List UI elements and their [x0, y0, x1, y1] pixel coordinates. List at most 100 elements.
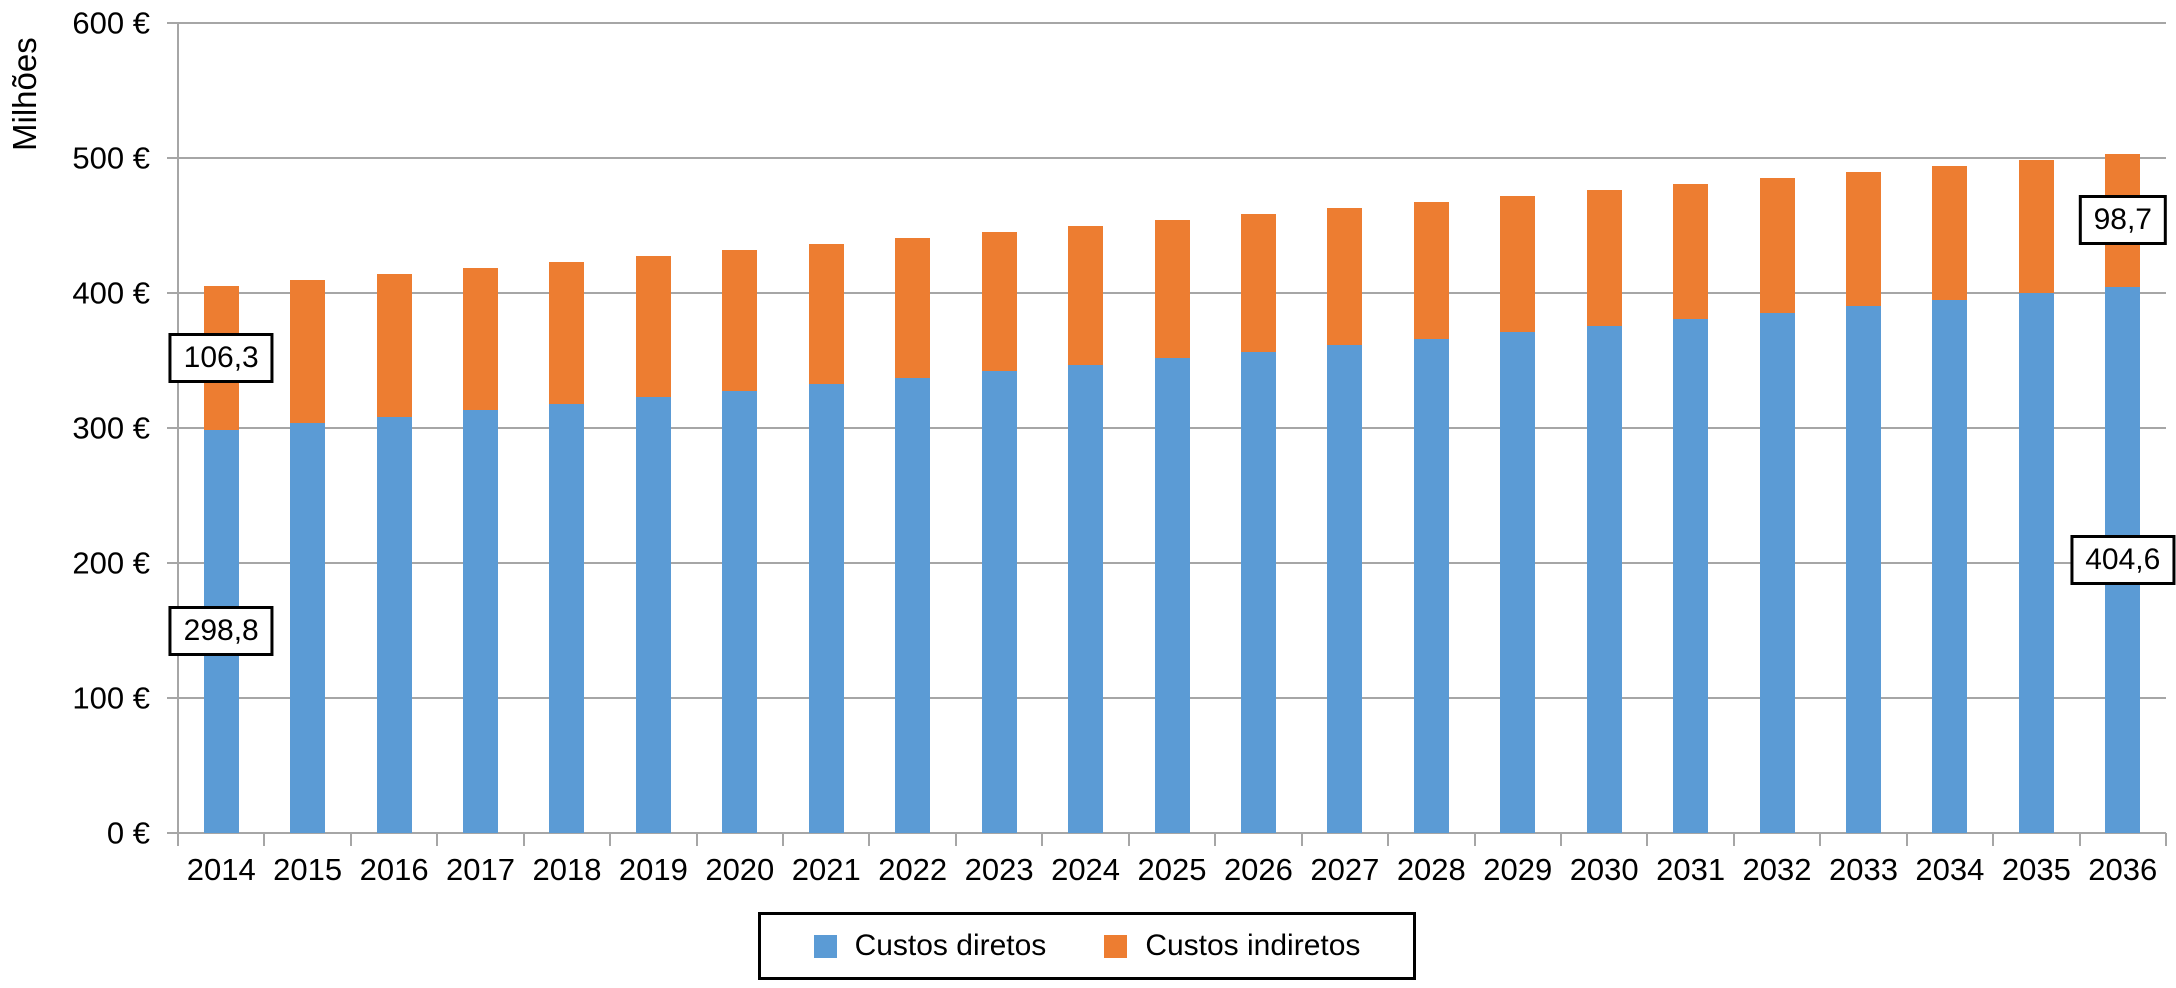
- x-tick: [1214, 833, 1217, 846]
- x-category-label-2017: 2017: [446, 852, 515, 887]
- legend-item-custos-diretos: Custos diretos: [813, 929, 1047, 963]
- x-category-label-2031: 2031: [1656, 852, 1726, 887]
- x-tick: [954, 833, 957, 846]
- x-tick: [263, 833, 266, 846]
- bar-segment-custos-indiretos-2026: [1240, 213, 1276, 352]
- bar-segment-custos-diretos-2019: [635, 397, 671, 833]
- legend-swatch-custos-diretos: [813, 934, 837, 958]
- bar-segment-custos-diretos-2023: [981, 371, 1017, 833]
- x-tick: [1473, 833, 1476, 846]
- legend-label-custos-diretos: Custos diretos: [854, 929, 1047, 962]
- bar-segment-custos-diretos-2027: [1327, 345, 1363, 833]
- x-category-label-2025: 2025: [1137, 852, 1207, 887]
- bar-segment-custos-indiretos-2021: [808, 243, 844, 385]
- bar-segment-custos-indiretos-2035: [2018, 159, 2054, 294]
- legend-item-custos-indiretos: Custos indiretos: [1104, 929, 1360, 963]
- x-category-label-2020: 2020: [705, 852, 775, 887]
- bar-segment-custos-diretos-2018: [549, 403, 585, 833]
- x-category-label-2027: 2027: [1310, 852, 1380, 887]
- x-category-label-2029: 2029: [1483, 852, 1553, 887]
- x-category-label-2034: 2034: [1915, 852, 1985, 887]
- y-tick-label: 600 €: [72, 5, 150, 41]
- bar-segment-custos-indiretos-2022: [895, 237, 931, 378]
- bar-segment-custos-indiretos-2032: [1759, 177, 1795, 313]
- bar-segment-custos-diretos-2033: [1845, 306, 1881, 833]
- x-tick: [2078, 833, 2081, 846]
- x-tick: [1559, 833, 1562, 846]
- x-tick: [1819, 833, 1822, 846]
- bar-segment-custos-indiretos-2020: [722, 249, 758, 391]
- bar-segment-custos-diretos-2017: [463, 410, 499, 833]
- bar-segment-custos-indiretos-2034: [1932, 165, 1968, 300]
- x-tick: [609, 833, 612, 846]
- x-tick: [1127, 833, 1130, 846]
- bar-segment-custos-indiretos-2027: [1327, 207, 1363, 346]
- bar-segment-custos-diretos-2020: [722, 390, 758, 833]
- x-category-label-2015: 2015: [273, 852, 343, 887]
- x-category-label-2019: 2019: [618, 852, 688, 887]
- x-category-label-2035: 2035: [2001, 852, 2071, 887]
- x-tick: [868, 833, 871, 846]
- bar-segment-custos-diretos-2016: [376, 416, 412, 833]
- bar-segment-custos-diretos-2031: [1673, 319, 1709, 833]
- x-tick: [782, 833, 785, 846]
- x-tick: [1992, 833, 1995, 846]
- gridline: [167, 22, 2166, 24]
- bar-segment-custos-diretos-2015: [290, 423, 326, 833]
- data-label-2014-indiretos: 106,3: [168, 332, 274, 383]
- x-axis-line: [167, 832, 2166, 834]
- legend-label-custos-indiretos: Custos indiretos: [1145, 929, 1361, 962]
- x-category-label-2021: 2021: [791, 852, 861, 887]
- x-tick: [1905, 833, 1908, 846]
- x-category-label-2032: 2032: [1742, 852, 1812, 887]
- bar-segment-custos-indiretos-2033: [1845, 171, 1881, 307]
- x-category-label-2036: 2036: [2088, 852, 2158, 887]
- x-tick: [1300, 833, 1303, 846]
- y-tick-label: 300 €: [72, 410, 150, 446]
- data-label-2036-indiretos: 98,7: [2078, 195, 2167, 246]
- x-tick: [522, 833, 525, 846]
- x-category-label-2022: 2022: [878, 852, 948, 887]
- bar-segment-custos-indiretos-2018: [549, 262, 585, 404]
- bar-segment-custos-indiretos-2024: [1068, 225, 1104, 365]
- bar-segment-custos-indiretos-2017: [463, 268, 499, 411]
- bar-segment-custos-diretos-2026: [1240, 351, 1276, 833]
- bar-segment-custos-diretos-2022: [895, 377, 931, 833]
- legend: Custos diretos Custos indiretos: [758, 912, 1416, 980]
- data-label-2014-diretos: 298,8: [168, 606, 274, 657]
- bar-segment-custos-diretos-2021: [808, 384, 844, 833]
- x-category-label-2016: 2016: [359, 852, 429, 887]
- x-category-label-2014: 2014: [186, 852, 256, 887]
- gridline: [167, 157, 2166, 159]
- x-tick: [177, 833, 179, 846]
- bar-segment-custos-diretos-2030: [1586, 325, 1622, 833]
- x-tick: [1387, 833, 1390, 846]
- bar-segment-custos-indiretos-2029: [1500, 195, 1536, 333]
- bar-segment-custos-indiretos-2023: [981, 231, 1017, 372]
- bar-segment-custos-indiretos-2015: [290, 280, 326, 424]
- bar-segment-custos-diretos-2032: [1759, 312, 1795, 833]
- x-category-label-2024: 2024: [1051, 852, 1121, 887]
- data-label-2036-diretos: 404,6: [2070, 534, 2176, 585]
- y-tick-label: 200 €: [72, 545, 150, 581]
- x-category-label-2028: 2028: [1396, 852, 1466, 887]
- x-category-label-2033: 2033: [1828, 852, 1898, 887]
- x-category-label-2030: 2030: [1569, 852, 1639, 887]
- y-tick-label: 100 €: [72, 680, 150, 716]
- bar-segment-custos-diretos-2028: [1413, 338, 1449, 833]
- x-tick: [2165, 833, 2167, 846]
- bar-segment-custos-indiretos-2031: [1673, 183, 1709, 320]
- y-tick-label: 500 €: [72, 140, 150, 176]
- x-tick: [1646, 833, 1649, 846]
- x-category-label-2026: 2026: [1223, 852, 1293, 887]
- x-category-label-2023: 2023: [964, 852, 1034, 887]
- x-tick: [1732, 833, 1735, 846]
- x-tick: [349, 833, 352, 846]
- bar-segment-custos-diretos-2029: [1500, 332, 1536, 833]
- y-axis-line: [177, 23, 179, 846]
- bar-segment-custos-diretos-2025: [1154, 358, 1190, 833]
- y-tick-label: 0 €: [106, 815, 150, 851]
- x-tick: [1041, 833, 1044, 846]
- bar-segment-custos-indiretos-2028: [1413, 201, 1449, 339]
